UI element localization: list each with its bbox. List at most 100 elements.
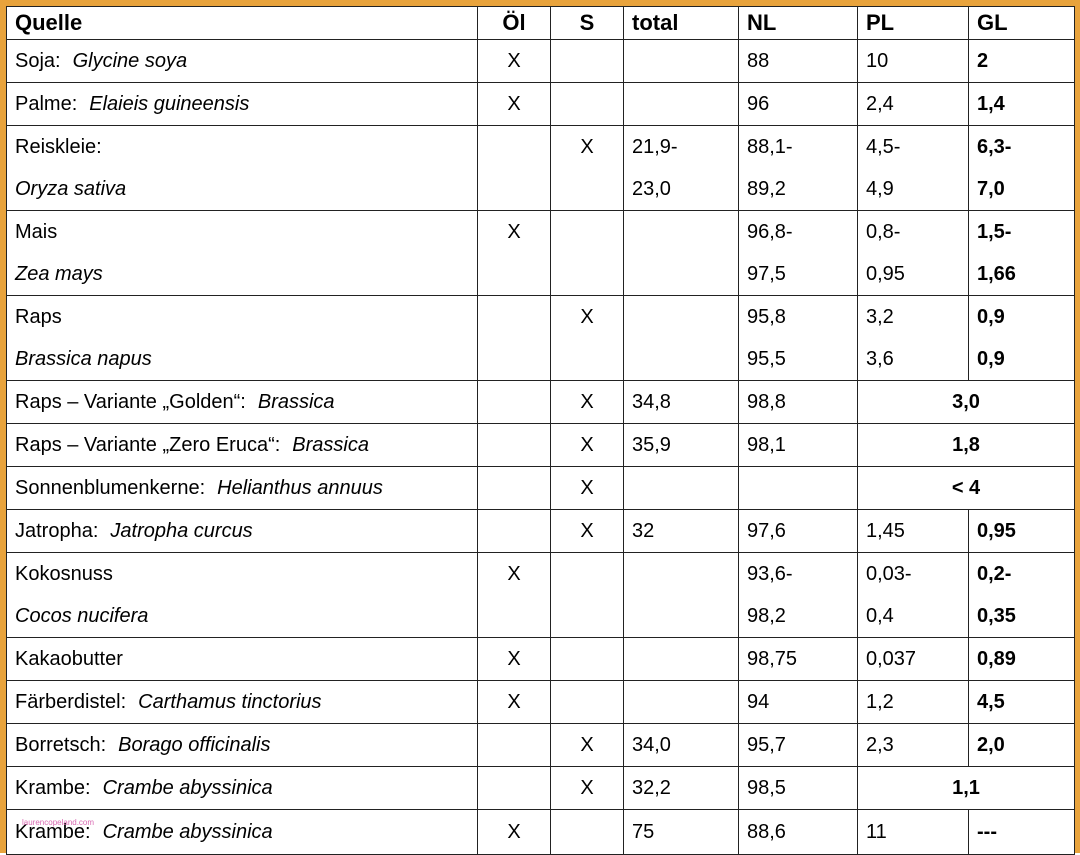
source-cell: Krambe: Crambe abyssinica: [6, 766, 478, 810]
total-cell: [623, 552, 739, 638]
source-cell: Reiskleie: Oryza sativa: [6, 125, 478, 211]
s-cell: X: [550, 423, 624, 467]
s-cell: [550, 210, 624, 296]
header-gl: GL: [968, 6, 1075, 40]
source-name: Raps: [15, 306, 62, 328]
table-row: Soja: Glycine soya X 88 10 2: [6, 39, 1075, 83]
gl-cell: ---: [968, 809, 1075, 855]
s-cell: [550, 637, 624, 681]
oel-cell: [477, 423, 551, 467]
gl-cell: 1,4: [968, 82, 1075, 126]
species-name: Brassica: [257, 391, 335, 413]
oel-cell: X: [477, 809, 551, 855]
pl-gl-cell: < 4: [857, 466, 1075, 510]
header-total: total: [623, 6, 739, 40]
source-name: Kakaobutter: [15, 648, 123, 670]
s-cell: X: [550, 295, 624, 381]
header-row: Quelle Öl S total NL PL GL: [6, 6, 1075, 40]
nl-cell: 93,6- 98,2: [738, 552, 858, 638]
pl-gl-cell: 1,1: [857, 766, 1075, 810]
gl-cell: 0,89: [968, 637, 1075, 681]
oel-cell: [477, 509, 551, 553]
source-name: Raps – Variante „Zero Eruca“:: [15, 434, 281, 456]
total-cell: 75: [623, 809, 739, 855]
source-cell: Soja: Glycine soya: [6, 39, 478, 83]
table-row: Kokosnuss Cocos nucifera X 93,6- 98,2 0,03…: [6, 552, 1075, 638]
header-quelle: Quelle: [6, 6, 478, 40]
total-cell: [623, 295, 739, 381]
nl-cell: [738, 466, 858, 510]
total-cell: 32,2: [623, 766, 739, 810]
total-cell: [623, 210, 739, 296]
nl-cell: 98,8: [738, 380, 858, 424]
table-row: Kakaobutter X 98,75 0,037 0,89: [6, 637, 1075, 681]
source-name: Färberdistel:: [15, 691, 127, 713]
pl-cell: 0,037: [857, 637, 969, 681]
table-row: Raps Brassica napus X 95,8 95,5 3,2 3,6 0,9…: [6, 295, 1075, 381]
s-cell: [550, 552, 624, 638]
pl-cell: 10: [857, 39, 969, 83]
total-cell: [623, 466, 739, 510]
header-oel: Öl: [477, 6, 551, 40]
watermark-text: laurencopeland.com: [22, 818, 95, 827]
oel-cell: X: [477, 552, 551, 638]
table-row: Borretsch: Borago officinalis X 34,0 95,7…: [6, 723, 1075, 767]
gl-cell: 0,95: [968, 509, 1075, 553]
gl-cell: 6,3- 7,0: [968, 125, 1075, 211]
gl-cell: 1,5- 1,66: [968, 210, 1075, 296]
oel-cell: [477, 380, 551, 424]
source-name: Soja:: [15, 50, 61, 72]
pl-gl-cell: 1,8: [857, 423, 1075, 467]
species-name: Crambe abyssinica: [102, 777, 273, 799]
source-name: Reiskleie:: [15, 136, 102, 158]
oel-cell: [477, 723, 551, 767]
pl-cell: 11: [857, 809, 969, 855]
s-cell: [550, 82, 624, 126]
total-cell: 34,8: [623, 380, 739, 424]
table-row: Palme: Elaieis guineensis X 96 2,4 1,4: [6, 82, 1075, 126]
species-name: Carthamus tinctorius: [138, 691, 322, 713]
s-cell: X: [550, 766, 624, 810]
source-name: Palme:: [15, 93, 78, 115]
pl-cell: 3,2 3,6: [857, 295, 969, 381]
gl-cell: 2: [968, 39, 1075, 83]
oel-cell: X: [477, 680, 551, 724]
species-name: Glycine soya: [72, 50, 188, 72]
source-cell: Palme: Elaieis guineensis: [6, 82, 478, 126]
gl-cell: 4,5: [968, 680, 1075, 724]
species-name: Zea mays: [15, 263, 103, 285]
total-cell: 34,0: [623, 723, 739, 767]
total-cell: [623, 637, 739, 681]
source-name: Mais: [15, 221, 58, 243]
oel-cell: X: [477, 637, 551, 681]
total-cell: 35,9: [623, 423, 739, 467]
species-name: Borago officinalis: [118, 734, 271, 756]
source-name: Kokosnuss: [15, 563, 113, 585]
nl-cell: 88,1- 89,2: [738, 125, 858, 211]
table-row: Krambe: Crambe abyssinica X 32,2 98,5 1,1: [6, 766, 1075, 810]
table-row: Jatropha: Jatropha curcus X 32 97,6 1,45 …: [6, 509, 1075, 553]
nl-cell: 88,6: [738, 809, 858, 855]
s-cell: X: [550, 380, 624, 424]
source-cell: Kokosnuss Cocos nucifera: [6, 552, 478, 638]
source-cell: Krambe: Crambe abyssinica: [6, 809, 478, 855]
gl-cell: 0,2- 0,35: [968, 552, 1075, 638]
nl-cell: 94: [738, 680, 858, 724]
s-cell: [550, 39, 624, 83]
table-row: Sonnenblumenkerne: Helianthus annuus X < …: [6, 466, 1075, 510]
species-name: Helianthus annuus: [217, 477, 383, 499]
total-cell: [623, 39, 739, 83]
nl-cell: 88: [738, 39, 858, 83]
pl-cell: 0,03- 0,4: [857, 552, 969, 638]
oel-cell: X: [477, 210, 551, 296]
oil-composition-table: Quelle Öl S total NL PL GL Soja: Glycine …: [6, 6, 1075, 855]
table-row: Mais Zea mays X 96,8- 97,5 0,8- 0,95 1,5- 1,…: [6, 210, 1075, 296]
source-cell: Kakaobutter: [6, 637, 478, 681]
oel-cell: [477, 295, 551, 381]
source-cell: Mais Zea mays: [6, 210, 478, 296]
source-name: Krambe:: [15, 821, 91, 843]
source-name: Jatropha:: [15, 520, 99, 542]
nl-cell: 98,5: [738, 766, 858, 810]
nl-cell: 97,6: [738, 509, 858, 553]
